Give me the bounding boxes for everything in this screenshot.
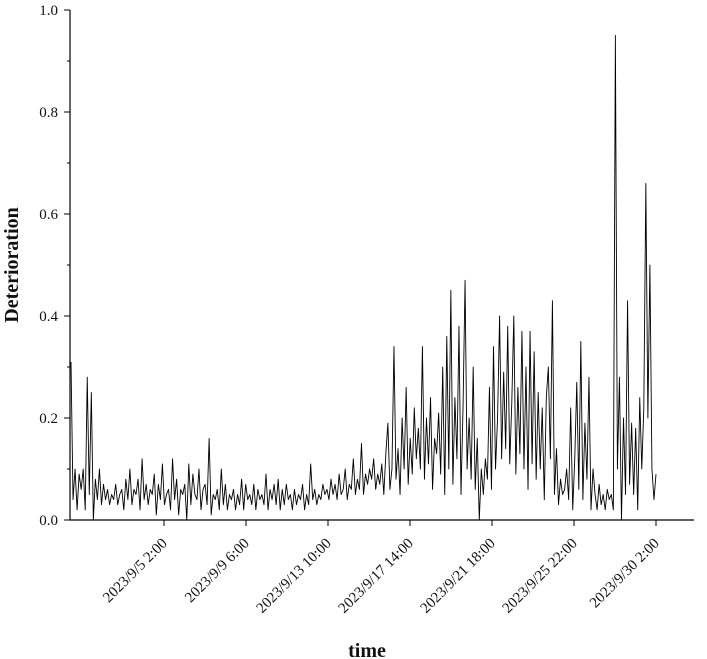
x-tick-label: 2023/9/17 14:00 xyxy=(336,536,417,617)
x-tick-label: 2023/9/25 22:00 xyxy=(500,536,581,617)
y-tick-label: 0.2 xyxy=(39,411,58,427)
x-ticks: 2023/9/5 2:00 2023/9/9 6:00 2023/9/13 10:0… xyxy=(100,520,663,617)
x-tick-label: 2023/9/21 18:00 xyxy=(418,536,499,617)
x-axis-title: time xyxy=(348,640,386,659)
x-tick-label: 2023/9/5 2:00 xyxy=(100,536,171,607)
y-ticks: 0.0 0.2 0.4 0.6 0.8 1.0 xyxy=(39,3,70,529)
y-tick-label: 0.8 xyxy=(39,105,58,121)
x-tick-label: 2023/9/9 6:00 xyxy=(182,536,253,607)
y-axis-title: Deterioration xyxy=(1,207,23,323)
y-tick-label: 0.6 xyxy=(39,207,58,223)
y-tick-label: 0.0 xyxy=(39,513,58,529)
x-tick-label: 2023/9/13 10:00 xyxy=(254,536,335,617)
y-tick-label: 1.0 xyxy=(39,3,58,19)
y-tick-label: 0.4 xyxy=(39,309,58,325)
series-line xyxy=(70,35,657,521)
x-tick-label: 2023/9/30 2:00 xyxy=(587,536,663,612)
